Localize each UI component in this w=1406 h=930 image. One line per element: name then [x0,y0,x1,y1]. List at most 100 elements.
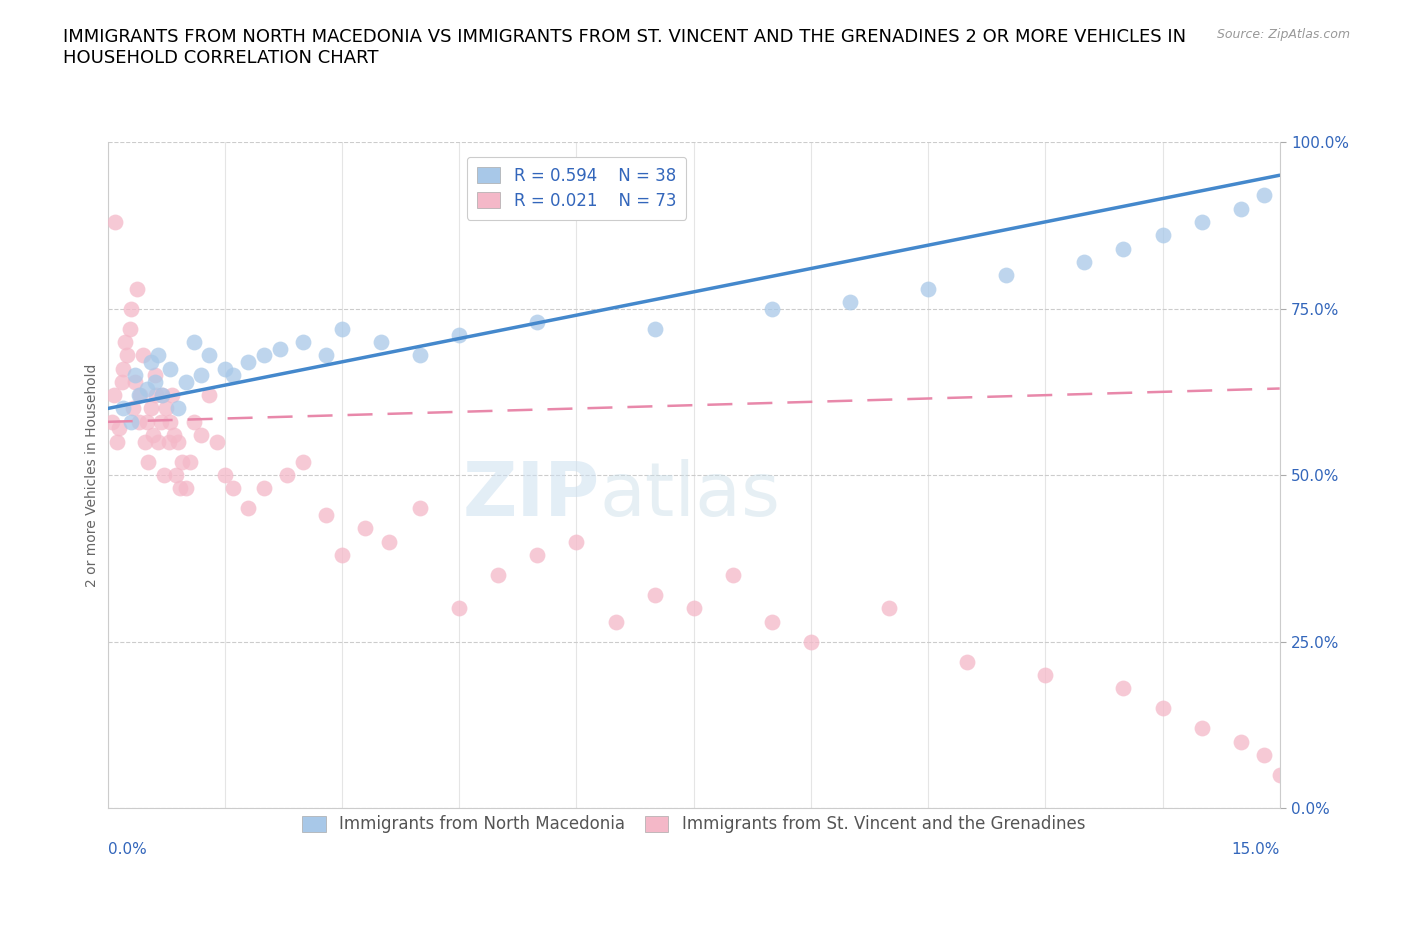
Point [167,401,190,416]
Point [354,521,377,536]
Point [378,535,401,550]
Point [330,548,353,563]
Point [143,367,166,382]
Legend: Immigrants from North Macedonia, Immigrants from St. Vincent and the Grenadines: Immigrants from North Macedonia, Immigra… [295,809,1091,840]
Point [221,367,243,382]
Point [995,268,1018,283]
Point [174,481,197,496]
Point [190,367,212,382]
Point [526,314,548,329]
Point [136,455,159,470]
Point [163,428,186,443]
Point [526,548,548,563]
Point [956,655,979,670]
Point [149,415,172,430]
Point [291,335,314,350]
Y-axis label: 2 or more Vehicles in Household: 2 or more Vehicles in Household [86,364,100,587]
Point [1253,188,1275,203]
Point [108,421,131,436]
Point [238,354,260,369]
Point [1152,228,1174,243]
Point [291,455,314,470]
Point [135,381,157,396]
Point [128,415,150,430]
Text: Source: ZipAtlas.com: Source: ZipAtlas.com [1216,28,1350,41]
Point [112,401,135,416]
Point [214,361,236,376]
Point [159,361,181,376]
Point [1229,735,1251,750]
Point [148,434,170,449]
Point [105,434,128,449]
Point [449,327,471,342]
Text: 0.0%: 0.0% [108,842,146,857]
Point [121,401,143,416]
Point [103,388,125,403]
Point [917,281,939,296]
Point [155,401,177,416]
Point [315,508,337,523]
Point [800,634,823,649]
Point [142,428,165,443]
Point [134,434,156,449]
Point [135,415,157,430]
Point [104,215,127,230]
Point [721,567,744,582]
Point [214,468,236,483]
Point [120,415,142,430]
Point [1033,668,1056,683]
Point [1112,241,1135,256]
Point [409,348,432,363]
Point [198,348,221,363]
Point [167,434,190,449]
Text: ZIP: ZIP [463,458,600,532]
Point [1191,721,1213,736]
Point [839,295,862,310]
Point [160,388,183,403]
Point [330,321,353,336]
Point [100,415,122,430]
Point [169,481,191,496]
Text: IMMIGRANTS FROM NORTH MACEDONIA VS IMMIGRANTS FROM ST. VINCENT AND THE GRENADINE: IMMIGRANTS FROM NORTH MACEDONIA VS IMMIG… [63,28,1187,67]
Point [179,455,201,470]
Point [1112,681,1135,696]
Point [120,301,142,316]
Point [205,434,228,449]
Point [132,348,155,363]
Point [170,455,193,470]
Point [269,341,291,356]
Point [190,428,212,443]
Point [253,481,276,496]
Point [143,375,166,390]
Point [112,361,135,376]
Point [605,615,627,630]
Point [761,301,783,316]
Point [198,388,221,403]
Point [128,388,150,403]
Point [111,375,134,390]
Point [139,354,162,369]
Point [124,367,146,382]
Point [165,468,187,483]
Point [118,321,141,336]
Point [115,348,138,363]
Point [1152,701,1174,716]
Point [221,481,243,496]
Point [1191,215,1213,230]
Point [159,415,181,430]
Point [486,567,509,582]
Point [370,335,392,350]
Point [761,615,783,630]
Point [1268,767,1291,782]
Point [877,601,900,616]
Point [129,388,152,403]
Point [276,468,298,483]
Point [682,601,704,616]
Point [644,321,666,336]
Point [148,348,170,363]
Point [565,535,588,550]
Point [409,501,432,516]
Point [153,468,176,483]
Point [1229,201,1251,216]
Point [127,281,149,296]
